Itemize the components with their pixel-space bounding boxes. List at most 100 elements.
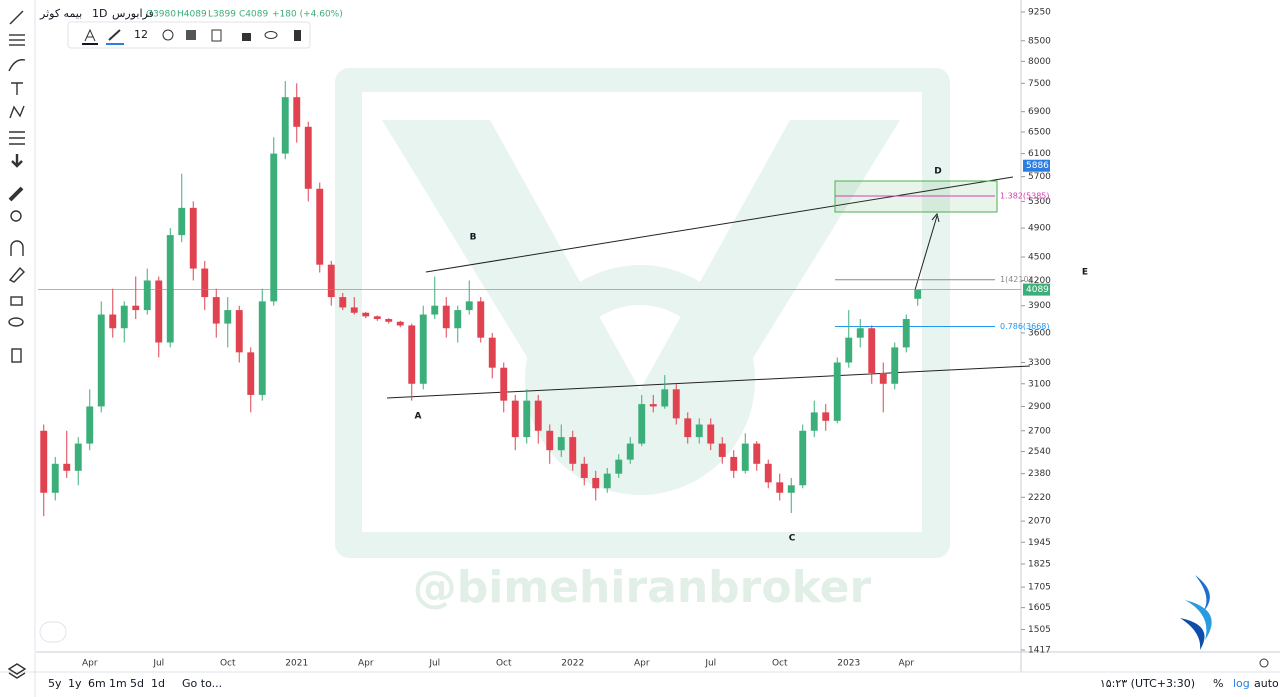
drawings (386, 176, 1031, 399)
fib-tool[interactable] (9, 131, 25, 145)
settings-button[interactable] (162, 29, 174, 41)
upper-trendline[interactable] (425, 176, 1014, 273)
candle-body (615, 459, 623, 474)
left-toolbar (7, 10, 27, 679)
candle-body (845, 337, 853, 363)
plot: 1417 1505 1605 1705 1825 1945 2070 2220 2380 2540… (38, 8, 1051, 669)
x-tick-label: Apr (82, 659, 98, 669)
candle-body (730, 456, 738, 471)
ruler-tool[interactable] (8, 186, 24, 202)
price-tag (1023, 283, 1050, 296)
lock-button[interactable] (242, 33, 251, 41)
range-button[interactable]: 1d (151, 677, 165, 690)
candle-body (189, 207, 197, 269)
candle-body (201, 268, 209, 298)
candle-body (212, 297, 220, 324)
text-color-button[interactable] (84, 28, 96, 42)
candle-body (914, 289, 922, 299)
candle-body (86, 406, 94, 444)
line-color-button[interactable] (108, 29, 121, 41)
hide-button[interactable] (264, 31, 278, 39)
range-buttons: 5y 1y 6m 1m 5d 1d (48, 677, 165, 690)
broker-logo (1180, 575, 1212, 650)
ohlc-legend: O3980 H4089 L3899 C4089 (146, 10, 268, 20)
y-tick-label: 2900 (1028, 402, 1051, 412)
y-tick-label: 7500 (1028, 79, 1051, 89)
zoom-tool[interactable] (10, 210, 22, 222)
x-tick-label: 2022 (561, 659, 584, 669)
draw-lock-tool[interactable] (8, 266, 25, 283)
range-button[interactable]: 6m (88, 677, 106, 690)
candle-body (603, 473, 611, 489)
candle-body (672, 389, 680, 419)
range-button[interactable]: 1y (68, 677, 82, 690)
projection-arrow[interactable] (914, 215, 938, 291)
magnet-tool[interactable] (10, 240, 24, 256)
candle-body (431, 305, 439, 315)
candle-body (120, 305, 128, 329)
range-button[interactable]: 5y (48, 677, 62, 690)
candle-body (879, 372, 887, 384)
auto-toggle[interactable]: auto (1254, 677, 1279, 690)
lock-tool[interactable] (10, 296, 23, 306)
candle-body (569, 437, 577, 464)
layers-tool[interactable] (7, 663, 27, 679)
lower-trendline[interactable] (386, 365, 1031, 399)
trash-tool[interactable] (11, 348, 22, 363)
scroll-button[interactable] (39, 621, 67, 643)
y-tick-label: 9250 (1028, 8, 1051, 18)
fib-label: 1(4210) (1000, 275, 1032, 284)
candle-body (833, 362, 841, 421)
candle-body (638, 404, 646, 444)
y-tick-label: 5300 (1028, 197, 1051, 207)
target-box[interactable] (834, 180, 998, 213)
brush-tool[interactable] (8, 59, 26, 72)
drawing-toolbar: 12 (67, 21, 311, 49)
candle-body (477, 301, 485, 338)
candle-body (373, 316, 381, 320)
pattern-tool[interactable] (9, 105, 25, 119)
visibility-tool[interactable] (8, 317, 24, 327)
candle-body (396, 321, 404, 326)
y-tick-label: 2220 (1028, 493, 1051, 503)
y-tick-label: 6500 (1028, 127, 1051, 137)
clock: ۱۵:۲۳ (UTC+3:30) (1100, 677, 1195, 690)
candle-body (856, 328, 864, 338)
axis-settings[interactable] (1259, 658, 1269, 668)
percent-toggle[interactable]: % (1213, 677, 1223, 690)
template-button[interactable] (186, 30, 196, 40)
log-toggle[interactable]: log (1233, 677, 1250, 690)
candle-body (626, 443, 634, 460)
y-tick-label: 5700 (1028, 172, 1051, 182)
y-tick-label: 6900 (1028, 107, 1051, 117)
price-tag-label: 4089 (1026, 285, 1049, 295)
delete-button[interactable] (294, 30, 301, 41)
goto-button[interactable]: Go to... (182, 677, 222, 690)
clone-button[interactable] (211, 29, 222, 42)
symbol[interactable]: بیمه کوثر (39, 7, 82, 20)
candle-body (661, 389, 669, 407)
y-tick-label: 3100 (1028, 379, 1051, 389)
text-tool[interactable] (11, 82, 23, 95)
wave-label: C (789, 534, 796, 544)
candle-body (649, 404, 657, 407)
arrow-tool[interactable] (11, 154, 23, 168)
lines-tool[interactable] (9, 34, 25, 46)
trend-tool[interactable] (9, 10, 24, 25)
y-tick-label: 4900 (1028, 224, 1051, 234)
range-button[interactable]: 1m (109, 677, 127, 690)
x-tick-label: Oct (496, 659, 512, 669)
candle-body (454, 310, 462, 329)
candle-body (500, 367, 508, 401)
candle-body (51, 463, 59, 493)
watermark-logo (335, 68, 950, 558)
x-tick-label: Jul (704, 659, 716, 669)
ohlc-value: C4089 (239, 10, 268, 20)
range-button[interactable]: 5d (130, 677, 144, 690)
ohlc-value: L3899 (208, 10, 236, 20)
candle-body (557, 437, 565, 451)
interval[interactable]: 1D (92, 7, 107, 20)
font-size-button[interactable]: 12 (134, 28, 148, 41)
y-tick-label: 1605 (1028, 603, 1051, 613)
y-tick-label: 3300 (1028, 358, 1051, 368)
